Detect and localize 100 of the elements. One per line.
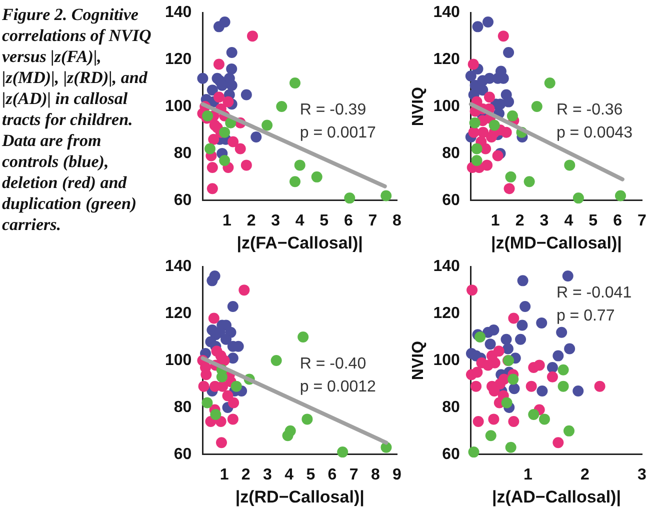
point (227, 301, 238, 312)
y-tick-label: 100 (164, 352, 192, 369)
x-tick-label: 4 (295, 212, 304, 230)
point (337, 446, 348, 458)
point (516, 320, 528, 331)
point (552, 437, 564, 448)
point (227, 414, 238, 425)
x-axis-title: |z(MD−Callosal)| (490, 233, 622, 252)
y-tick-label: 120 (433, 304, 460, 322)
y-tick-label: 140 (164, 4, 192, 22)
point (614, 190, 626, 202)
point (226, 47, 238, 58)
x-axis-title: |z(FA−Callosal)| (236, 233, 363, 252)
x-tick-label: 7 (638, 212, 647, 230)
point (498, 374, 510, 385)
annotation: p = 0.0043 (556, 124, 633, 142)
point (471, 143, 482, 154)
point (500, 334, 512, 345)
point (208, 134, 220, 145)
point (471, 154, 482, 166)
point (572, 386, 584, 397)
y-tick-label: 140 (433, 4, 460, 22)
annotation: R = -0.041 (556, 284, 632, 302)
point (218, 355, 230, 366)
point (564, 160, 576, 171)
point (508, 416, 520, 428)
y-tick-label: 60 (442, 446, 460, 463)
point (472, 21, 484, 32)
point (198, 380, 210, 392)
x-tick-label: 1 (220, 466, 229, 484)
point (206, 183, 218, 194)
point (501, 397, 512, 408)
point (552, 350, 564, 362)
point (534, 360, 545, 371)
point (484, 92, 495, 103)
point (594, 380, 606, 392)
point (488, 414, 500, 425)
x-tick-label: 3 (271, 212, 280, 230)
point (488, 324, 500, 336)
point (505, 442, 516, 453)
point (197, 72, 208, 84)
x-tick-label: 2 (246, 212, 256, 230)
point (508, 383, 520, 394)
point (498, 30, 509, 42)
point (294, 160, 306, 171)
y-tick-label: 120 (433, 50, 460, 68)
point (544, 78, 556, 89)
point (228, 136, 239, 148)
x-tick-label: 2 (515, 212, 524, 230)
point (302, 414, 313, 425)
point (289, 78, 300, 89)
point (246, 30, 258, 42)
point (200, 369, 212, 380)
point (466, 284, 478, 296)
x-tick-label: 4 (564, 212, 574, 230)
point (500, 126, 512, 138)
x-axis-title: |z(AD−Callosal)| (492, 487, 621, 506)
point (226, 63, 238, 74)
y-tick-label: 120 (164, 50, 192, 68)
point (227, 352, 238, 364)
x-tick-label: 1 (222, 212, 232, 230)
point (230, 380, 242, 392)
x-tick-label: 6 (344, 212, 353, 230)
x-tick-label: 9 (392, 466, 402, 484)
point (558, 364, 569, 376)
point (536, 386, 548, 397)
point (563, 425, 574, 436)
annotation: R = -0.39 (300, 102, 366, 119)
annotation: p = 0.0012 (300, 378, 376, 396)
x-tick-label: 2 (241, 466, 250, 484)
point (220, 334, 232, 345)
point (472, 416, 484, 428)
y-axis-title: NVIQ (410, 86, 428, 126)
point (502, 343, 514, 354)
point (506, 110, 518, 122)
y-tick-label: 100 (433, 352, 460, 369)
point (219, 126, 230, 138)
point (222, 390, 234, 402)
y-tick-label: 120 (164, 304, 192, 322)
point (503, 47, 514, 58)
point (209, 270, 220, 282)
y-tick-label: 80 (174, 144, 192, 162)
point (468, 446, 480, 458)
x-tick-label: 3 (638, 466, 647, 484)
x-tick-label: 6 (328, 466, 337, 484)
point (226, 80, 238, 91)
point (546, 362, 558, 374)
x-tick-label: 3 (263, 466, 272, 484)
point (485, 430, 496, 442)
x-tick-label: 5 (320, 212, 329, 230)
x-tick-label: 3 (540, 212, 549, 230)
point (477, 84, 488, 96)
point (250, 132, 262, 143)
point (524, 176, 535, 188)
point (517, 275, 528, 286)
x-axis-title: |z(RD−Callosal)| (235, 487, 364, 506)
point (515, 334, 526, 345)
x-tick-label: 8 (370, 466, 380, 484)
point (482, 160, 493, 171)
point (270, 355, 282, 366)
